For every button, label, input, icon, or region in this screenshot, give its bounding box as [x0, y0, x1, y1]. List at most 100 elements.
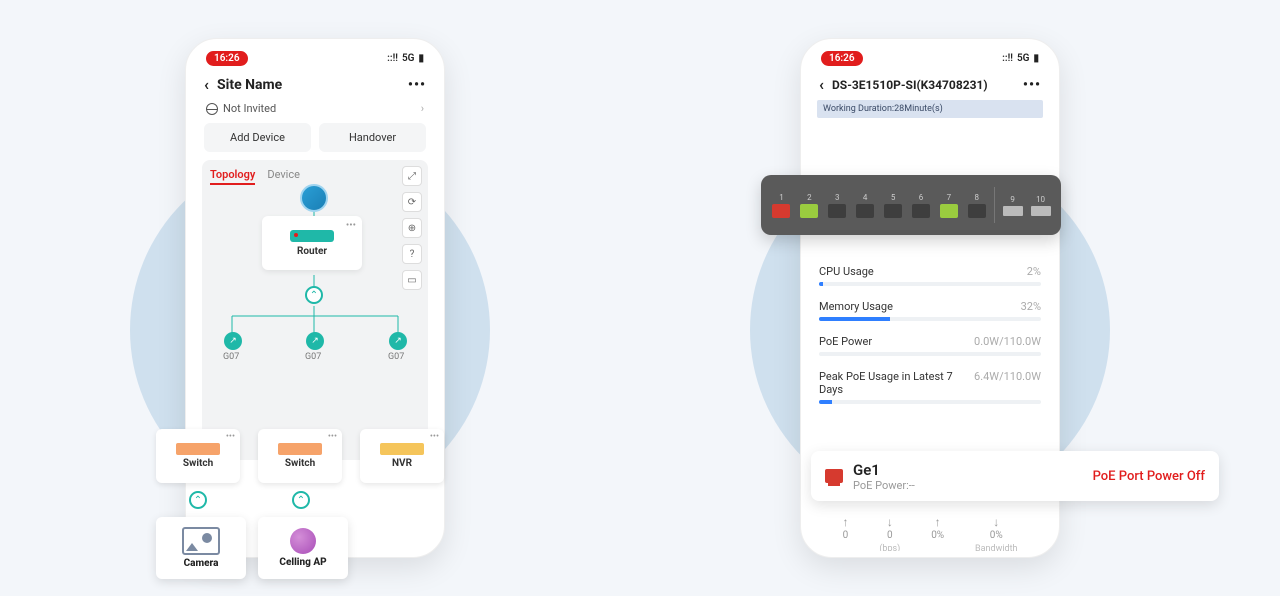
arrow-up-icon: ↑ [935, 515, 941, 529]
page-title: Site Name [217, 77, 282, 93]
rate-up: ↑0 [842, 515, 848, 551]
bw-up: ↑0% [931, 515, 944, 551]
metric-label: Memory Usage [819, 300, 893, 313]
metric-label: Peak PoE Usage in Latest 7 Days [819, 370, 974, 396]
port-4[interactable]: 4 [855, 193, 876, 218]
port-2[interactable]: 2 [799, 193, 820, 218]
port-node-3: ↗ [389, 332, 407, 350]
metric-value: 32% [1021, 300, 1041, 313]
chevron-right-icon: › [421, 102, 424, 115]
invite-row[interactable]: Not Invited › [192, 98, 438, 123]
tool-expand-icon[interactable]: ⤢ [402, 166, 422, 186]
port-node-2: ↗ [306, 332, 324, 350]
switch-label: Switch [285, 458, 315, 469]
tab-topology[interactable]: Topology [210, 168, 255, 185]
phone-left: 16:26 ::!! 5G ▮ ‹ Site Name ••• Not Invi… [185, 38, 445, 558]
card-more-icon[interactable]: ••• [328, 432, 337, 442]
metric-fill [819, 317, 890, 321]
card-more-icon[interactable]: ••• [226, 432, 235, 442]
camera-icon [182, 527, 220, 555]
expand-node-icon[interactable]: ⌃ [305, 286, 323, 304]
statusbar: 16:26 ::!! 5G ▮ [807, 45, 1053, 71]
expand-node-icon[interactable]: ⌃ [189, 491, 207, 509]
status-icons: ::!! 5G ▮ [1002, 53, 1039, 64]
router-card[interactable]: ••• Router [262, 216, 362, 270]
port-plug-icon [825, 469, 843, 483]
switch-icon [176, 443, 220, 455]
port-panel: 123456789 10 [761, 175, 1061, 235]
metric-label: PoE Power [819, 335, 872, 348]
metric-fill [819, 400, 832, 404]
tab-device[interactable]: Device [267, 168, 300, 185]
router-label: Router [297, 246, 327, 257]
more-icon[interactable]: ••• [1023, 77, 1041, 93]
switch-card-1[interactable]: ••• Switch [156, 429, 240, 483]
back-icon[interactable]: ‹ [819, 75, 824, 94]
expand-node-icon[interactable]: ⌃ [292, 491, 310, 509]
invite-label: Not Invited [223, 102, 276, 115]
port-label-1: G07 [223, 352, 239, 362]
status-icons: ::!! 5G ▮ [387, 53, 424, 64]
network-label: 5G [1017, 53, 1030, 64]
switch-icon [278, 443, 322, 455]
ap-label: Celling AP [279, 557, 326, 568]
tool-refresh-icon[interactable]: ⟳ [402, 192, 422, 212]
card-more-icon[interactable]: ••• [430, 432, 439, 442]
ap-card[interactable]: Celling AP [258, 517, 348, 579]
metrics-section: CPU Usage2% Memory Usage32% PoE Power0.0… [819, 265, 1041, 418]
metric-poe: PoE Power0.0W/110.0W [819, 335, 1041, 356]
ap-icon [290, 528, 316, 554]
card-more-icon[interactable]: ••• [346, 220, 356, 231]
port-8[interactable]: 8 [966, 193, 987, 218]
more-icon[interactable]: ••• [408, 77, 426, 93]
switch-card-2[interactable]: ••• Switch [258, 429, 342, 483]
topology-tools: ⤢ ⟳ ⊕ ? ▭ [402, 166, 422, 290]
port-status: PoE Port Power Off [1093, 469, 1205, 484]
footer-stats: ↑0 ↓0(bps) ↑0% ↓0%Bandwidth [827, 515, 1033, 551]
titlebar: ‹ Site Name ••• [192, 71, 438, 98]
router-icon [290, 230, 334, 242]
port-label-2: G07 [305, 352, 321, 362]
sfp-10[interactable]: 10 [1030, 195, 1051, 216]
port-5[interactable]: 5 [883, 193, 904, 218]
arrow-up-icon: ↑ [842, 515, 848, 529]
nvr-card[interactable]: ••• NVR [360, 429, 444, 483]
port-7[interactable]: 7 [938, 193, 959, 218]
back-icon[interactable]: ‹ [204, 75, 209, 94]
port-sub: PoE Power:-- [853, 479, 915, 492]
poe-callout[interactable]: Ge1 PoE Power:-- PoE Port Power Off [811, 451, 1219, 501]
metric-peak: Peak PoE Usage in Latest 7 Days6.4W/110.… [819, 370, 1041, 404]
nvr-icon [380, 443, 424, 455]
phone-right: 16:26 ::!! 5G ▮ ‹ DS-3E1510P-SI(K3470823… [800, 38, 1060, 558]
port-3[interactable]: 3 [827, 193, 848, 218]
port-1[interactable]: 1 [771, 193, 792, 218]
statusbar: 16:26 ::!! 5G ▮ [192, 45, 438, 71]
metric-fill [819, 282, 823, 286]
signal-icon: ::!! [387, 53, 398, 64]
tool-globe-icon[interactable]: ⊕ [402, 218, 422, 238]
metric-value: 2% [1027, 265, 1041, 278]
time-pill: 16:26 [821, 51, 863, 66]
port-name: Ge1 [853, 461, 915, 479]
camera-card[interactable]: Camera [156, 517, 246, 579]
sfp-9[interactable]: 9 [1002, 195, 1023, 216]
topology-panel: Topology Device ⤢ ⟳ ⊕ ? ▭ ••• Router [202, 160, 428, 460]
signal-icon: ::!! [1002, 53, 1013, 64]
bw-dn: ↓0%Bandwidth [975, 515, 1017, 551]
camera-label: Camera [184, 558, 219, 569]
device-title: DS-3E1510P-SI(K34708231) [832, 78, 988, 92]
rate-dn: ↓0(bps) [879, 515, 900, 551]
battery-icon: ▮ [418, 53, 424, 64]
tool-layout-icon[interactable]: ▭ [402, 270, 422, 290]
internet-node-icon [300, 184, 328, 212]
port-node-1: ↗ [224, 332, 242, 350]
port-6[interactable]: 6 [911, 193, 932, 218]
working-duration-bar: Working Duration:28Minute(s) [817, 100, 1043, 118]
metric-value: 6.4W/110.0W [974, 370, 1041, 396]
add-device-button[interactable]: Add Device [204, 123, 311, 152]
nvr-label: NVR [392, 458, 412, 469]
network-label: 5G [402, 53, 415, 64]
port-divider [994, 187, 995, 223]
handover-button[interactable]: Handover [319, 123, 426, 152]
tool-help-icon[interactable]: ? [402, 244, 422, 264]
